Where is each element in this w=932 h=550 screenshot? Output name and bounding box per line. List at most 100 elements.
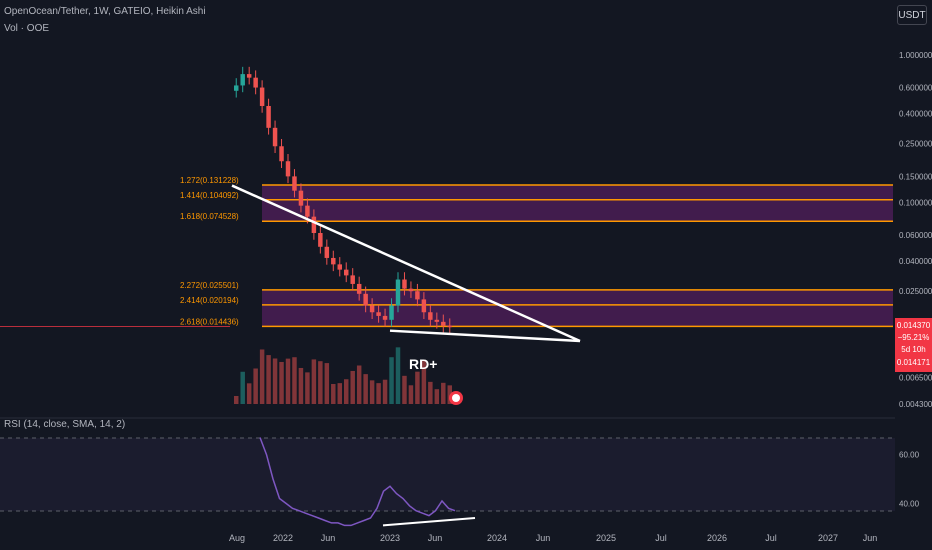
candle-body[interactable]: [441, 322, 445, 326]
volume-bar: [318, 361, 322, 404]
candle-body[interactable]: [312, 217, 316, 233]
candle-body[interactable]: [338, 264, 342, 269]
volume-bar: [305, 372, 309, 404]
candle-body[interactable]: [396, 280, 400, 306]
fib-zone-upper: [262, 185, 893, 221]
candle-body[interactable]: [415, 291, 419, 299]
rsi-tick-label: 60.00: [899, 451, 920, 460]
volume-bar: [331, 384, 335, 404]
fib-zone-lower: [262, 290, 893, 326]
volume-bar: [325, 363, 329, 404]
candle-body[interactable]: [376, 312, 380, 316]
volume-bar: [435, 389, 439, 404]
annotation-rd: RD+: [409, 356, 437, 372]
change-percent: −95.21%: [895, 333, 932, 342]
candle-body[interactable]: [299, 191, 303, 206]
candle-body[interactable]: [318, 233, 322, 247]
volume-bar: [253, 369, 257, 404]
rsi-tick-label: 40.00: [899, 499, 920, 508]
candle-body[interactable]: [273, 128, 277, 146]
volume-bar: [286, 359, 290, 404]
candle-body[interactable]: [260, 88, 264, 106]
time-tick-label: 2026: [707, 533, 727, 543]
candle-body[interactable]: [428, 312, 432, 320]
candle-body[interactable]: [305, 206, 309, 217]
candle-body[interactable]: [253, 78, 257, 88]
time-tick-label: 2025: [596, 533, 616, 543]
candle-body[interactable]: [370, 305, 374, 312]
volume-bar: [240, 372, 244, 404]
volume-bar: [279, 362, 283, 404]
volume-bar: [357, 366, 361, 404]
volume-bar: [350, 371, 354, 404]
rsi-band: [0, 438, 895, 511]
candle-body[interactable]: [448, 326, 452, 328]
volume-bar: [266, 355, 270, 404]
bar-countdown: 5d 10h: [895, 345, 932, 354]
rsi-divergence-line[interactable]: [383, 518, 475, 525]
candle-body[interactable]: [292, 176, 296, 190]
volume-bar: [247, 383, 251, 404]
currency-button[interactable]: USDT: [897, 5, 927, 25]
fib-level-label: 2.618(0.014436): [180, 317, 239, 326]
candle-body[interactable]: [286, 161, 290, 176]
price-tag-box: 0.014370 −95.21% 5d 10h 0.014171: [895, 318, 932, 372]
volume-bar: [389, 357, 393, 404]
candle-body[interactable]: [357, 284, 361, 294]
candle-body[interactable]: [409, 289, 413, 292]
volume-bar: [409, 385, 413, 404]
time-axis[interactable]: Aug 2022 Jun 2023 Jun 2024 Jun 2025 Jul 2026 Jul 20…: [229, 533, 877, 543]
volume-label: Vol · OOE: [4, 23, 49, 34]
time-tick-label: Jun: [536, 533, 551, 543]
time-tick-label: Jun: [321, 533, 336, 543]
rsi-label: RSI (14, close, SMA, 14, 2): [4, 419, 125, 430]
candle-body[interactable]: [422, 299, 426, 312]
time-tick-label: Jul: [765, 533, 777, 543]
volume-bar: [415, 372, 419, 404]
candle-body[interactable]: [247, 74, 251, 78]
candle-body[interactable]: [279, 146, 283, 161]
volume-bar: [338, 383, 342, 404]
price-tick-label: 0.400000: [899, 110, 932, 119]
candle-body[interactable]: [266, 106, 270, 128]
trendline-lower[interactable]: [390, 331, 580, 341]
volume-bar: [402, 376, 406, 404]
volume-bar: [299, 368, 303, 404]
time-tick-label: 2024: [487, 533, 507, 543]
price-tick-label: 0.250000: [899, 140, 932, 149]
volume-bar: [383, 380, 387, 404]
candle-body[interactable]: [325, 247, 329, 258]
candle-body[interactable]: [402, 280, 406, 289]
price-tick-label: 0.006500: [899, 374, 932, 383]
price-tick-label: 0.150000: [899, 172, 932, 181]
rsi-axis: 60.00 40.00: [899, 451, 920, 509]
price-tick-label: 0.004300: [899, 400, 932, 409]
volume-bar: [312, 359, 316, 404]
volume-bar: [234, 396, 238, 404]
candle-body[interactable]: [331, 258, 335, 264]
candle-body[interactable]: [350, 275, 354, 284]
time-tick-label: 2023: [380, 533, 400, 543]
candle-body[interactable]: [344, 270, 348, 276]
time-tick-label: Jun: [863, 533, 878, 543]
volume-bar: [273, 358, 277, 404]
volume-bar: [260, 349, 264, 404]
candle-body[interactable]: [240, 74, 244, 85]
time-tick-label: Jun: [428, 533, 443, 543]
candle-body[interactable]: [389, 305, 393, 319]
price-tick-label: 1.000000: [899, 51, 932, 60]
event-flag-inner-icon: [452, 394, 460, 402]
candle-body[interactable]: [435, 320, 439, 322]
ma-value: 0.014171: [895, 358, 932, 367]
volume-bar: [370, 380, 374, 404]
candle-body[interactable]: [234, 85, 238, 90]
volume-bar: [376, 383, 380, 404]
volume-bar: [363, 374, 367, 404]
candle-body[interactable]: [383, 316, 387, 320]
volume-bar: [396, 347, 400, 404]
volume-bar: [441, 383, 445, 404]
price-tick-label: 0.040000: [899, 257, 932, 266]
volume-bar: [292, 357, 296, 404]
candle-body[interactable]: [363, 294, 367, 306]
